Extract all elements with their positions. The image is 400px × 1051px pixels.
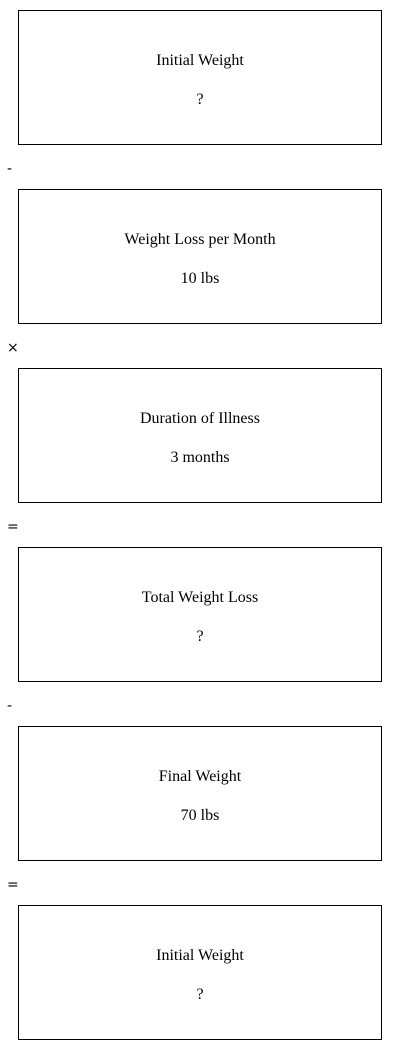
- operator-equals: =: [7, 877, 19, 893]
- box-title: Duration of Illness: [140, 410, 260, 427]
- operator-minus: -: [7, 698, 13, 714]
- initial-weight-box: Initial Weight ?: [18, 10, 382, 145]
- initial-weight-result-box: Initial Weight ?: [18, 905, 382, 1040]
- box-value: 70 lbs: [180, 807, 220, 824]
- box-value: 3 months: [170, 449, 230, 466]
- box-value: 10 lbs: [180, 270, 220, 287]
- operator-minus: -: [7, 161, 13, 177]
- box-value: ?: [196, 986, 204, 1003]
- operator-equals: =: [7, 519, 19, 535]
- operator-multiply: ×: [7, 340, 19, 356]
- box-value: ?: [196, 91, 204, 108]
- box-title: Initial Weight: [156, 52, 244, 69]
- box-title: Total Weight Loss: [141, 589, 259, 606]
- box-title: Final Weight: [158, 768, 242, 785]
- duration-of-illness-box: Duration of Illness 3 months: [18, 368, 382, 503]
- box-title: Weight Loss per Month: [124, 231, 276, 248]
- weight-loss-per-month-box: Weight Loss per Month 10 lbs: [18, 189, 382, 324]
- box-title: Initial Weight: [156, 947, 244, 964]
- final-weight-box: Final Weight 70 lbs: [18, 726, 382, 861]
- total-weight-loss-box: Total Weight Loss ?: [18, 547, 382, 682]
- box-value: ?: [196, 628, 204, 645]
